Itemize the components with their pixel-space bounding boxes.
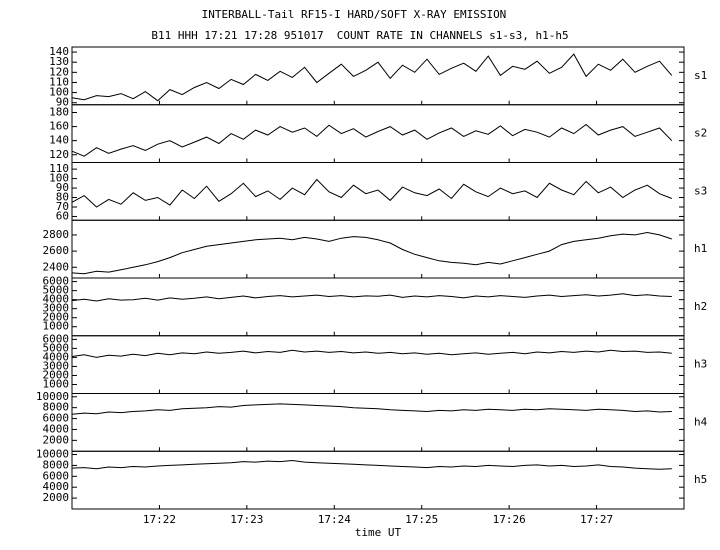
panel-label: s2 bbox=[694, 127, 707, 140]
panel-frame bbox=[71, 104, 685, 163]
y-tick-label: 5000 bbox=[43, 284, 70, 297]
y-tick-label: 100 bbox=[49, 172, 69, 185]
panel-frame bbox=[71, 277, 685, 337]
x-tick-label: 17:24 bbox=[318, 513, 351, 526]
x-tick-label: 17:26 bbox=[493, 513, 526, 526]
y-tick-label: 180 bbox=[49, 105, 69, 118]
y-tick-label: 60 bbox=[56, 209, 69, 222]
y-tick-label: 6000 bbox=[43, 469, 70, 482]
data-line bbox=[71, 178, 672, 208]
panel-label: h5 bbox=[694, 473, 707, 486]
y-tick-label: 140 bbox=[49, 134, 69, 147]
data-line bbox=[71, 459, 672, 470]
y-tick-label: 140 bbox=[49, 45, 69, 58]
chart-title: INTERBALL-Tail RF15-I HARD/SOFT X-RAY EM… bbox=[202, 8, 507, 21]
y-tick-label: 90 bbox=[56, 96, 69, 109]
y-tick-label: 3000 bbox=[43, 302, 70, 315]
panel-frame bbox=[71, 162, 685, 221]
panel-frame bbox=[71, 46, 685, 106]
y-tick-label: 110 bbox=[49, 75, 69, 88]
y-tick-label: 4000 bbox=[43, 422, 70, 435]
y-tick-label: 10000 bbox=[36, 448, 69, 461]
y-tick-label: 110 bbox=[49, 162, 69, 175]
y-tick-label: 8000 bbox=[43, 401, 70, 414]
y-tick-label: 80 bbox=[56, 191, 69, 204]
x-tick-label: 17:23 bbox=[230, 513, 263, 526]
y-tick-label: 6000 bbox=[43, 275, 70, 288]
panel-frame bbox=[71, 219, 685, 279]
panel-label: s3 bbox=[694, 184, 707, 197]
panel-label: h2 bbox=[694, 300, 707, 313]
y-tick-label: 2000 bbox=[43, 433, 70, 446]
y-tick-label: 100 bbox=[49, 86, 69, 99]
panel-frame bbox=[71, 450, 685, 510]
y-tick-label: 2000 bbox=[43, 491, 70, 504]
x-tick-label: 17:27 bbox=[580, 513, 613, 526]
y-tick-label: 8000 bbox=[43, 458, 70, 471]
data-line bbox=[71, 123, 673, 157]
panel-label: s1 bbox=[694, 69, 707, 82]
panel-frame bbox=[71, 335, 685, 394]
panel-label: h4 bbox=[694, 415, 708, 428]
data-line bbox=[71, 349, 672, 358]
y-tick-label: 3000 bbox=[43, 359, 70, 372]
y-tick-label: 5000 bbox=[43, 341, 70, 354]
y-tick-label: 6000 bbox=[43, 412, 70, 425]
panel-frame bbox=[71, 393, 685, 452]
y-tick-label: 70 bbox=[56, 200, 69, 213]
data-line bbox=[71, 403, 672, 415]
y-tick-label: 1000 bbox=[43, 377, 70, 390]
y-tick-label: 2000 bbox=[43, 311, 70, 324]
data-line bbox=[71, 53, 673, 102]
y-tick-label: 130 bbox=[49, 55, 69, 68]
y-tick-label: 90 bbox=[56, 181, 69, 194]
y-tick-label: 2400 bbox=[43, 260, 70, 273]
x-tick-label: 17:22 bbox=[143, 513, 176, 526]
data-line bbox=[71, 293, 672, 302]
data-line bbox=[71, 231, 672, 275]
y-tick-label: 2000 bbox=[43, 368, 70, 381]
y-tick-label: 2600 bbox=[43, 244, 70, 257]
y-tick-label: 4000 bbox=[43, 350, 70, 363]
y-tick-label: 160 bbox=[49, 120, 69, 133]
y-tick-label: 4000 bbox=[43, 480, 70, 493]
y-tick-label: 6000 bbox=[43, 332, 70, 345]
x-axis-label: time UT bbox=[355, 526, 402, 539]
chart-subtitle: B11 HHH 17:21 17:28 951017 COUNT RATE IN… bbox=[151, 29, 568, 42]
x-tick-label: 17:25 bbox=[405, 513, 438, 526]
y-tick-label: 120 bbox=[49, 65, 69, 78]
y-tick-label: 2800 bbox=[43, 228, 70, 241]
y-tick-label: 4000 bbox=[43, 293, 70, 306]
panel-label: h3 bbox=[694, 358, 707, 371]
y-tick-label: 10000 bbox=[36, 390, 69, 403]
y-tick-label: 120 bbox=[49, 148, 69, 161]
panel-label: h1 bbox=[694, 242, 707, 255]
y-tick-label: 1000 bbox=[43, 320, 70, 333]
